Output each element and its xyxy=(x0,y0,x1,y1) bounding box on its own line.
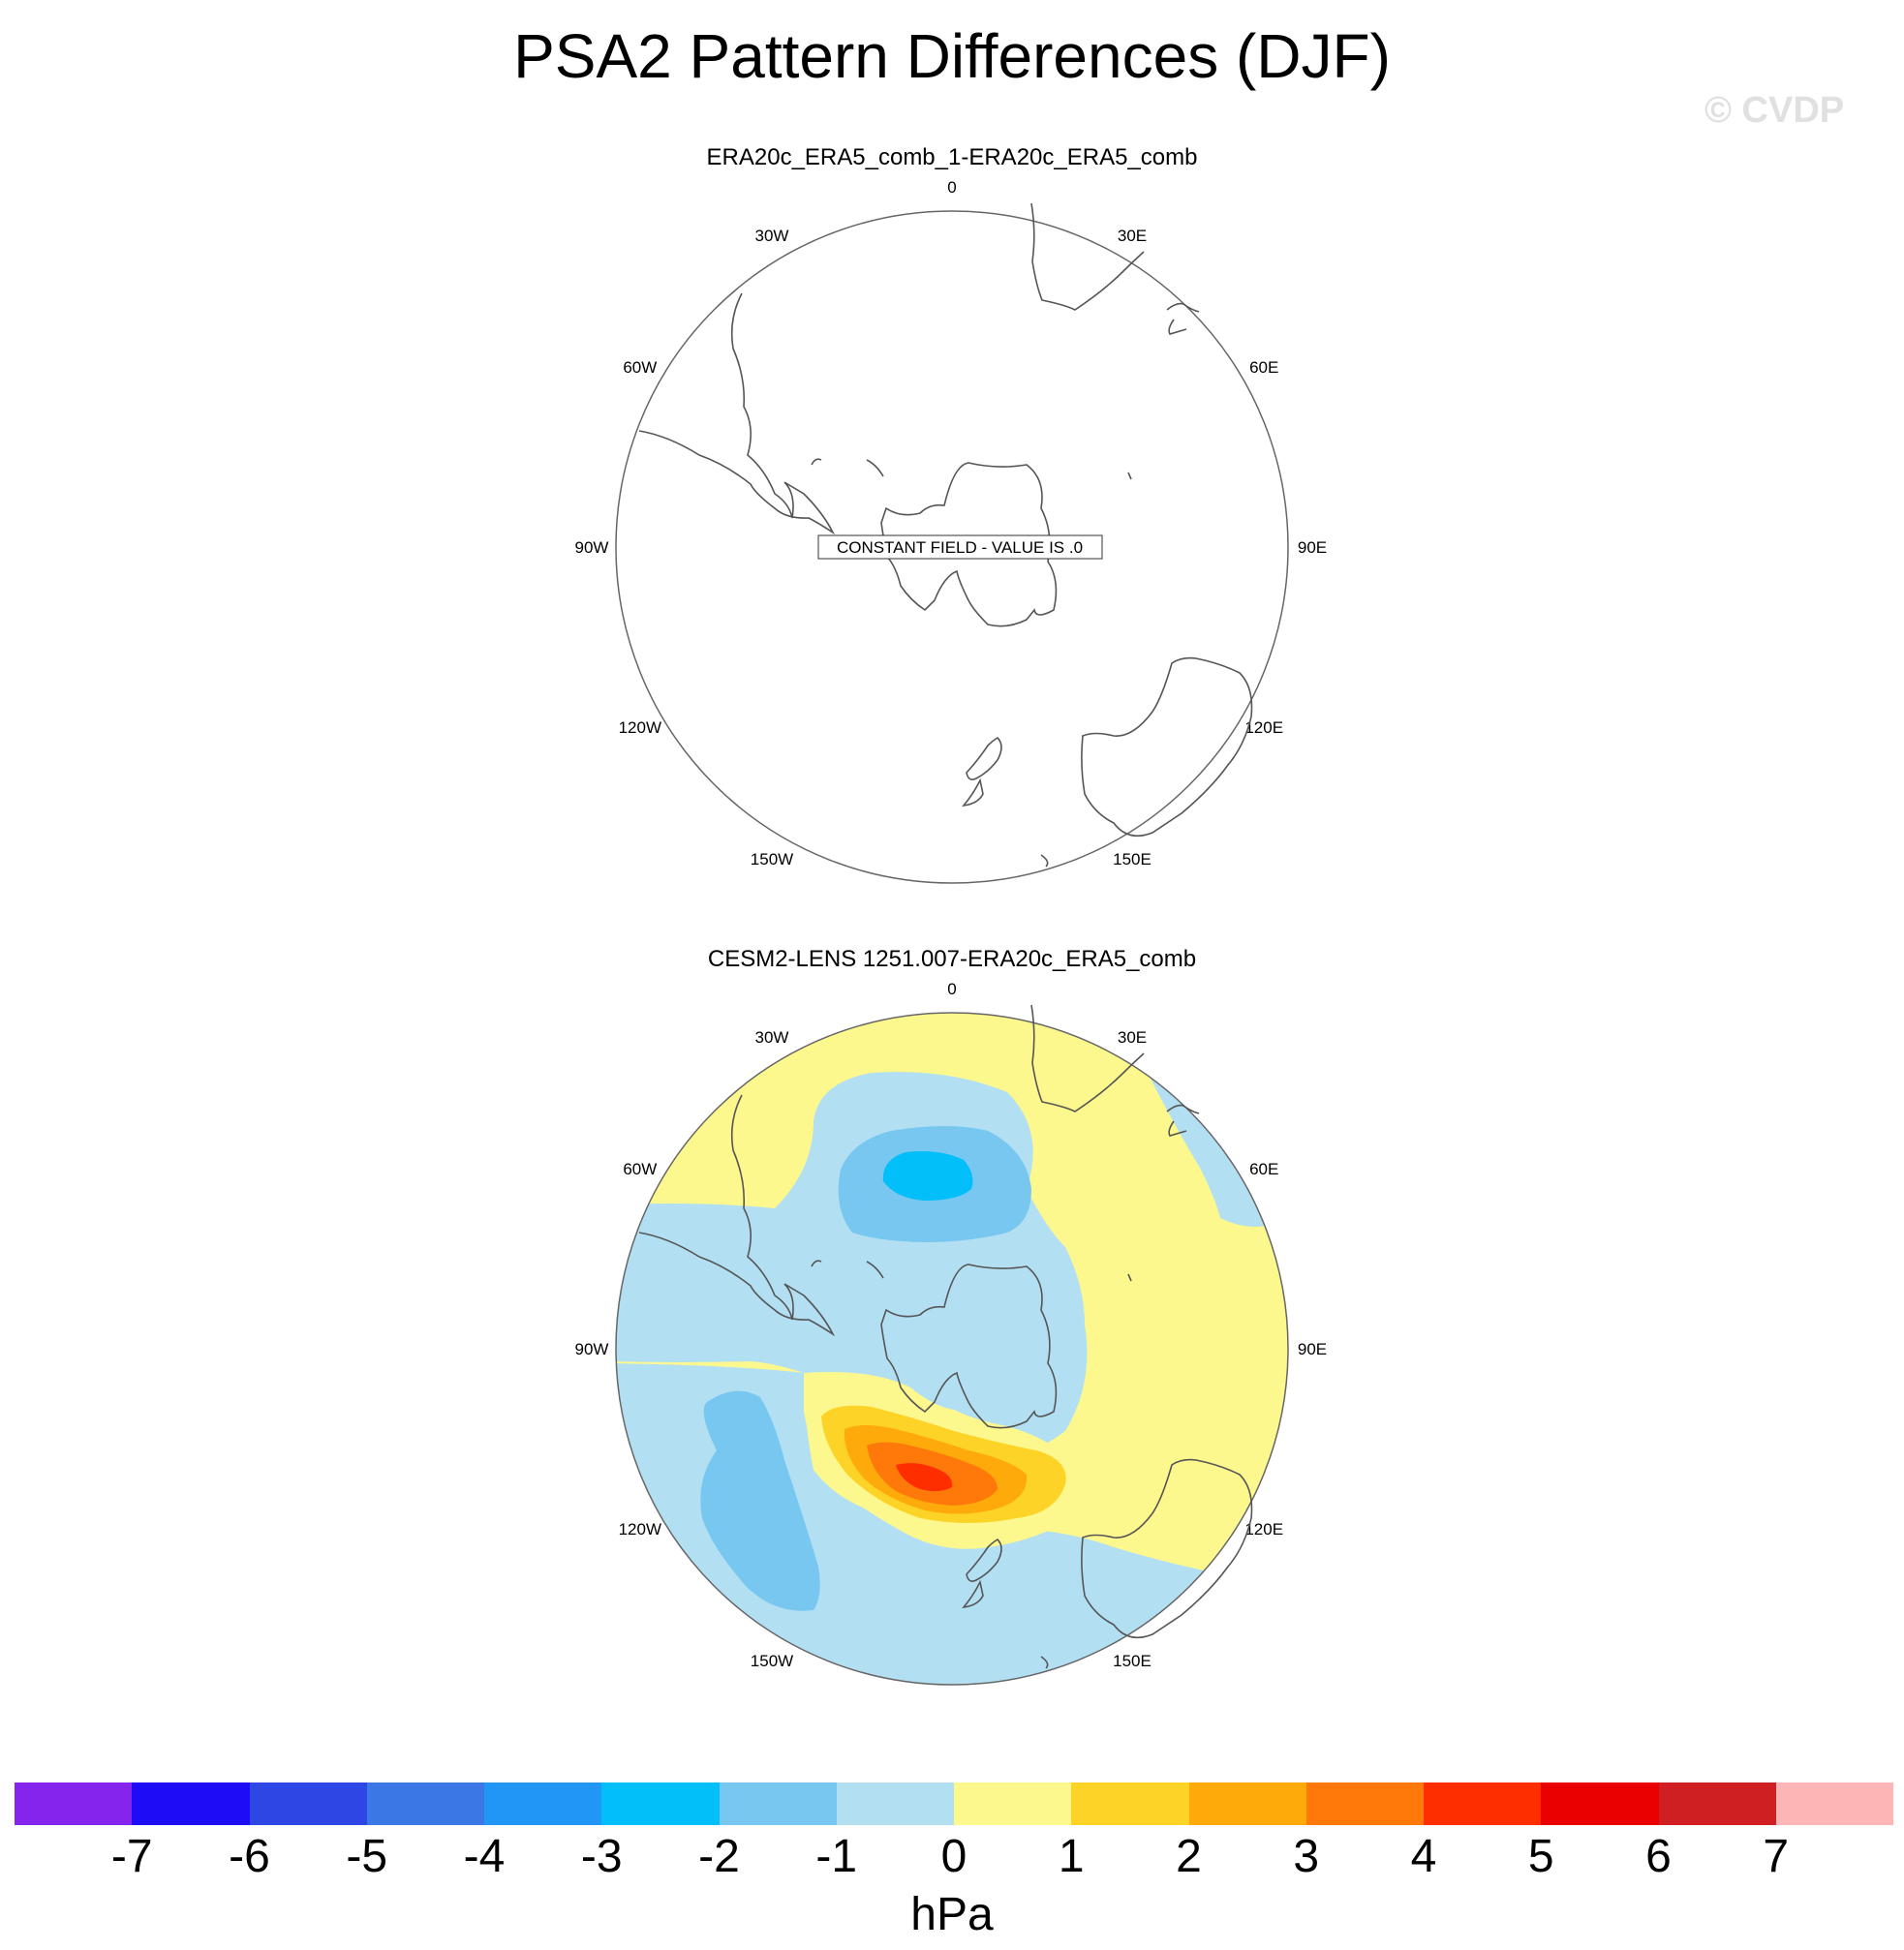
panel2-longitude-labels: 030E60E90E120E150E180150W120W90W60W30W xyxy=(575,980,1328,1670)
colorbar-units: hPa xyxy=(910,1889,994,1940)
colorbar-tick-label: -4 xyxy=(463,1831,506,1882)
colorbar-tick-label: -5 xyxy=(346,1831,388,1882)
colorbar-swatch xyxy=(132,1782,250,1825)
panel1-lon-label: 90W xyxy=(575,538,609,557)
panel2-lon-label: 90W xyxy=(575,1340,609,1358)
panel2-lon-label: 30E xyxy=(1118,1028,1147,1047)
panel2-antarctica-coast xyxy=(880,1264,1058,1429)
panel1-lon-label: 60E xyxy=(1249,358,1278,377)
colorbar-tick-label: -6 xyxy=(229,1831,270,1882)
colorbar-swatch xyxy=(366,1782,484,1825)
colorbar-tick-label: -3 xyxy=(580,1831,623,1882)
panel2-lon-label: 150E xyxy=(1113,1652,1152,1670)
panel1-kerguelen-coast xyxy=(1127,472,1132,480)
panel2-lon-label: 60W xyxy=(623,1160,657,1178)
colorbar-tick-label: -1 xyxy=(815,1831,858,1882)
panel2-polar-map: 030E60E90E120E150E180150W120W90W60W30W xyxy=(575,980,1328,1686)
colorbar xyxy=(15,1782,1893,1825)
panel1-lon-label: 30W xyxy=(755,227,789,245)
panel1-new-zealand-coast xyxy=(962,736,1002,807)
colorbar-tick-label: 1 xyxy=(1058,1831,1085,1882)
colorbar-swatch xyxy=(1658,1782,1776,1825)
colorbar-swatch xyxy=(954,1782,1072,1825)
contour-neg3-to-neg2 xyxy=(882,1151,973,1201)
colorbar-tick-label: 6 xyxy=(1645,1831,1672,1882)
colorbar-tick-label: 7 xyxy=(1763,1831,1790,1882)
colorbar-tick-label: 0 xyxy=(940,1831,967,1882)
colorbar-tick-label: 5 xyxy=(1527,1831,1554,1882)
panel2-australia-coast xyxy=(1081,1458,1253,1639)
panel1-lon-label: 0 xyxy=(947,178,956,197)
panel2-lon-label: 120W xyxy=(619,1520,661,1539)
panel2-tasmania-coast xyxy=(1040,1656,1049,1669)
panel1-lon-label: 30E xyxy=(1118,227,1147,245)
cvdp-watermark: © CVDP xyxy=(1704,90,1845,131)
panel2-antarctic-peninsula xyxy=(811,1260,884,1279)
panel1-coastlines xyxy=(638,202,1253,868)
panel1-constant-field-message: CONSTANT FIELD - VALUE IS .0 xyxy=(837,538,1083,557)
colorbar-tick-label: 4 xyxy=(1410,1831,1437,1882)
panel1-lon-label: 120E xyxy=(1244,718,1283,737)
colorbar-swatch xyxy=(249,1782,367,1825)
panel2-lon-label: 120E xyxy=(1244,1520,1283,1539)
panel1-antarctic-peninsula xyxy=(811,458,884,477)
panel2-map-boundary xyxy=(615,1012,1289,1686)
panel1-australia-coast xyxy=(1081,656,1253,838)
colorbar-tick-label: -2 xyxy=(698,1831,740,1882)
colorbar-swatch xyxy=(1775,1782,1893,1825)
panel1-south-america-coast xyxy=(638,292,836,535)
panel2-lon-label: 60E xyxy=(1249,1160,1278,1178)
colorbar-swatch xyxy=(1188,1782,1306,1825)
panel2-lon-label: 150W xyxy=(751,1652,793,1670)
panel1-subtitle: ERA20c_ERA5_comb_1-ERA20c_ERA5_comb xyxy=(706,144,1198,170)
colorbar-tick-label: -7 xyxy=(110,1831,153,1882)
panel2-lon-label: 90E xyxy=(1298,1340,1327,1358)
panel2-africa-coast xyxy=(1030,1004,1200,1137)
panel2-south-america-coast xyxy=(638,1094,836,1337)
colorbar-swatch xyxy=(1424,1782,1542,1825)
panel2-subtitle: CESM2-LENS 1251.007-ERA20c_ERA5_comb xyxy=(707,946,1197,972)
colorbar-swatch xyxy=(836,1782,954,1825)
panel2-lon-label: 30W xyxy=(755,1028,789,1047)
panel1-lon-label: 120W xyxy=(619,718,661,737)
panel1-tasmania-coast xyxy=(1040,854,1049,868)
figure-title: PSA2 Pattern Differences (DJF) xyxy=(513,21,1391,91)
contour-neg2-to-neg1-west xyxy=(700,1390,820,1611)
colorbar-tick-label: 2 xyxy=(1176,1831,1202,1882)
colorbar-swatch xyxy=(1541,1782,1659,1825)
panel1-antarctica-coast xyxy=(880,462,1058,627)
panel2-lon-label: 0 xyxy=(947,980,956,998)
colorbar-swatch xyxy=(1305,1782,1424,1825)
panel1-lon-label: 60W xyxy=(623,358,657,377)
panel1-polar-map: 030E60E90E120E150E180150W120W90W60W30W C… xyxy=(575,178,1328,884)
panel2-filled-contours xyxy=(616,1013,1288,1685)
colorbar-swatch xyxy=(484,1782,602,1825)
colorbar-tick-label: 3 xyxy=(1293,1831,1320,1882)
contour-4-to-5 xyxy=(896,1463,953,1492)
panel2-coastlines xyxy=(638,1004,1253,1669)
colorbar-swatch xyxy=(719,1782,837,1825)
panel1-constant-field-box: CONSTANT FIELD - VALUE IS .0 xyxy=(817,534,1103,560)
panel1-africa-coast xyxy=(1030,202,1200,335)
panel1-lon-label: 150W xyxy=(751,850,793,868)
colorbar-swatch xyxy=(601,1782,720,1825)
colorbar-swatch xyxy=(1071,1782,1189,1825)
panel1-lon-label: 150E xyxy=(1113,850,1152,868)
panel2-kerguelen-coast xyxy=(1127,1273,1132,1282)
colorbar-swatch xyxy=(15,1782,133,1825)
panel1-longitude-labels: 030E60E90E120E150E180150W120W90W60W30W xyxy=(575,178,1328,868)
panel1-lon-label: 90E xyxy=(1298,538,1327,557)
panel2-new-zealand-coast xyxy=(962,1538,1002,1609)
